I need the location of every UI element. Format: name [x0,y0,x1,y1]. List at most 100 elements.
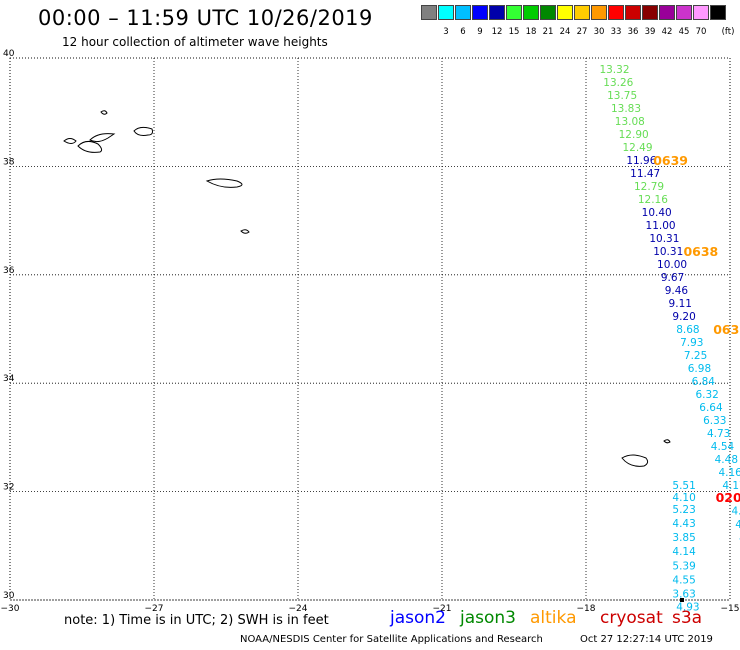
wave-height-label: 10.40 [642,207,672,219]
color-swatch-label: 3 [443,27,449,37]
color-swatch-label: 30 [593,27,605,37]
wave-height-label: 7.25 [684,350,707,362]
footer-note: note: 1) Time is in UTC; 2) SWH is in fe… [64,613,329,628]
pass-time-label: 0638 [713,322,740,337]
pass-time-label: 0206 [716,490,740,505]
color-swatch [574,5,590,20]
wave-height-label: 11.00 [646,220,676,232]
page-subtitle: 12 hour collection of altimeter wave hei… [62,35,328,49]
lon-tick-label: −15 [721,604,740,614]
wave-height-label: 4.10 [672,492,695,504]
wave-height-label: 12.16 [638,194,668,206]
wave-height-label: 4.73 [707,428,730,440]
color-swatch [642,5,658,20]
wave-height-label: 8.68 [676,324,699,336]
lon-tick-label: −30 [1,604,20,614]
color-swatch-label: 15 [508,27,520,37]
color-swatch-label: 70 [695,27,707,37]
lat-tick-label: 34 [3,374,15,384]
wave-height-label: 4.43 [672,518,695,530]
satellite-name-cryosat: cryosat [600,608,663,628]
wave-height-label: 10.00 [657,259,687,271]
color-swatch [659,5,675,20]
wave-height-label: 5.51 [672,480,695,492]
wave-height-label: 13.32 [599,64,629,76]
wave-height-label: 5.23 [672,504,695,516]
color-unit-label: (ft) [721,27,735,37]
color-swatch-label: 36 [627,27,639,37]
island-outline [77,140,103,153]
color-swatch-label: 24 [559,27,571,37]
color-swatch-label: 45 [678,27,690,37]
wave-height-label: 4.54 [711,441,735,453]
wave-height-label: 9.20 [672,311,695,323]
color-swatch [676,5,692,20]
wave-height-label: 13.08 [615,116,645,128]
wave-height-label: 6.33 [703,415,726,427]
wave-height-label: 6.32 [695,389,718,401]
wave-height-label: 13.75 [607,90,637,102]
pass-time-label: 0638 [683,244,718,259]
wave-height-label: 4.48 [715,454,738,466]
page-title: 00:00 – 11:59 UTC 10/26/2019 [38,6,373,30]
color-swatch-label: 18 [525,27,537,37]
color-swatch [557,5,573,20]
wave-height-label: 7.93 [680,337,703,349]
color-swatch [421,5,437,20]
color-swatch [472,5,488,20]
wave-height-label: 3.85 [672,532,695,544]
island-outline [621,454,649,467]
track-end-marker [680,598,684,602]
color-swatch-label: 12 [491,27,503,37]
island-outline [133,126,153,136]
wave-height-label: 11.47 [630,168,660,180]
island-outline [89,133,116,143]
satellite-name-s3a: s3a [672,608,703,628]
color-swatch-label: 21 [542,27,554,37]
wave-height-label: 9.11 [669,298,692,310]
satellite-name-jason2: jason2 [390,608,446,628]
island-outline [240,229,250,234]
color-swatch [625,5,641,20]
pass-time-label: 0639 [653,153,688,168]
wave-height-label: 4.16 [718,467,740,479]
color-swatch [523,5,539,20]
lon-tick-label: −24 [289,604,308,614]
color-swatch-label: 6 [460,27,466,37]
island-outline [205,178,243,188]
color-swatch [591,5,607,20]
lon-tick-label: −21 [433,604,452,614]
color-swatch-label: 9 [477,27,483,37]
wave-height-label: 6.64 [699,402,723,414]
lon-tick-label: −18 [577,604,596,614]
color-swatch [438,5,454,20]
wave-height-label: 10.31 [649,233,679,245]
wave-height-label: 4.17 [722,480,740,492]
wave-height-label: 9.46 [665,285,689,297]
island-outline [100,110,108,115]
wave-height-label: 9.67 [661,272,684,284]
wave-height-label: 4.14 [672,546,696,558]
color-swatch [489,5,505,20]
satellite-name-altika: altika [530,608,577,628]
wave-height-label: 12.90 [619,129,649,141]
wave-height-label: 5.39 [672,560,695,572]
wave-height-label: 3.63 [672,588,695,600]
wave-height-label: 13.26 [603,77,633,89]
wave-height-label: 10.31 [653,246,683,258]
credit-line: NOAA/NESDIS Center for Satellite Applica… [240,634,543,645]
color-swatch-label: 42 [661,27,673,37]
color-swatch-label: 27 [576,27,588,37]
satellite-name-jason3: jason3 [460,608,516,628]
color-swatch [608,5,624,20]
color-swatch-label: 33 [610,27,622,37]
lat-tick-label: 30 [3,591,15,601]
color-swatch [455,5,471,20]
lat-tick-label: 36 [3,266,15,276]
lat-tick-label: 32 [3,483,14,493]
wave-height-label: 6.98 [688,363,711,375]
wave-height-label: 4.55 [672,574,695,586]
color-swatch [693,5,709,20]
lon-tick-label: −27 [145,604,164,614]
